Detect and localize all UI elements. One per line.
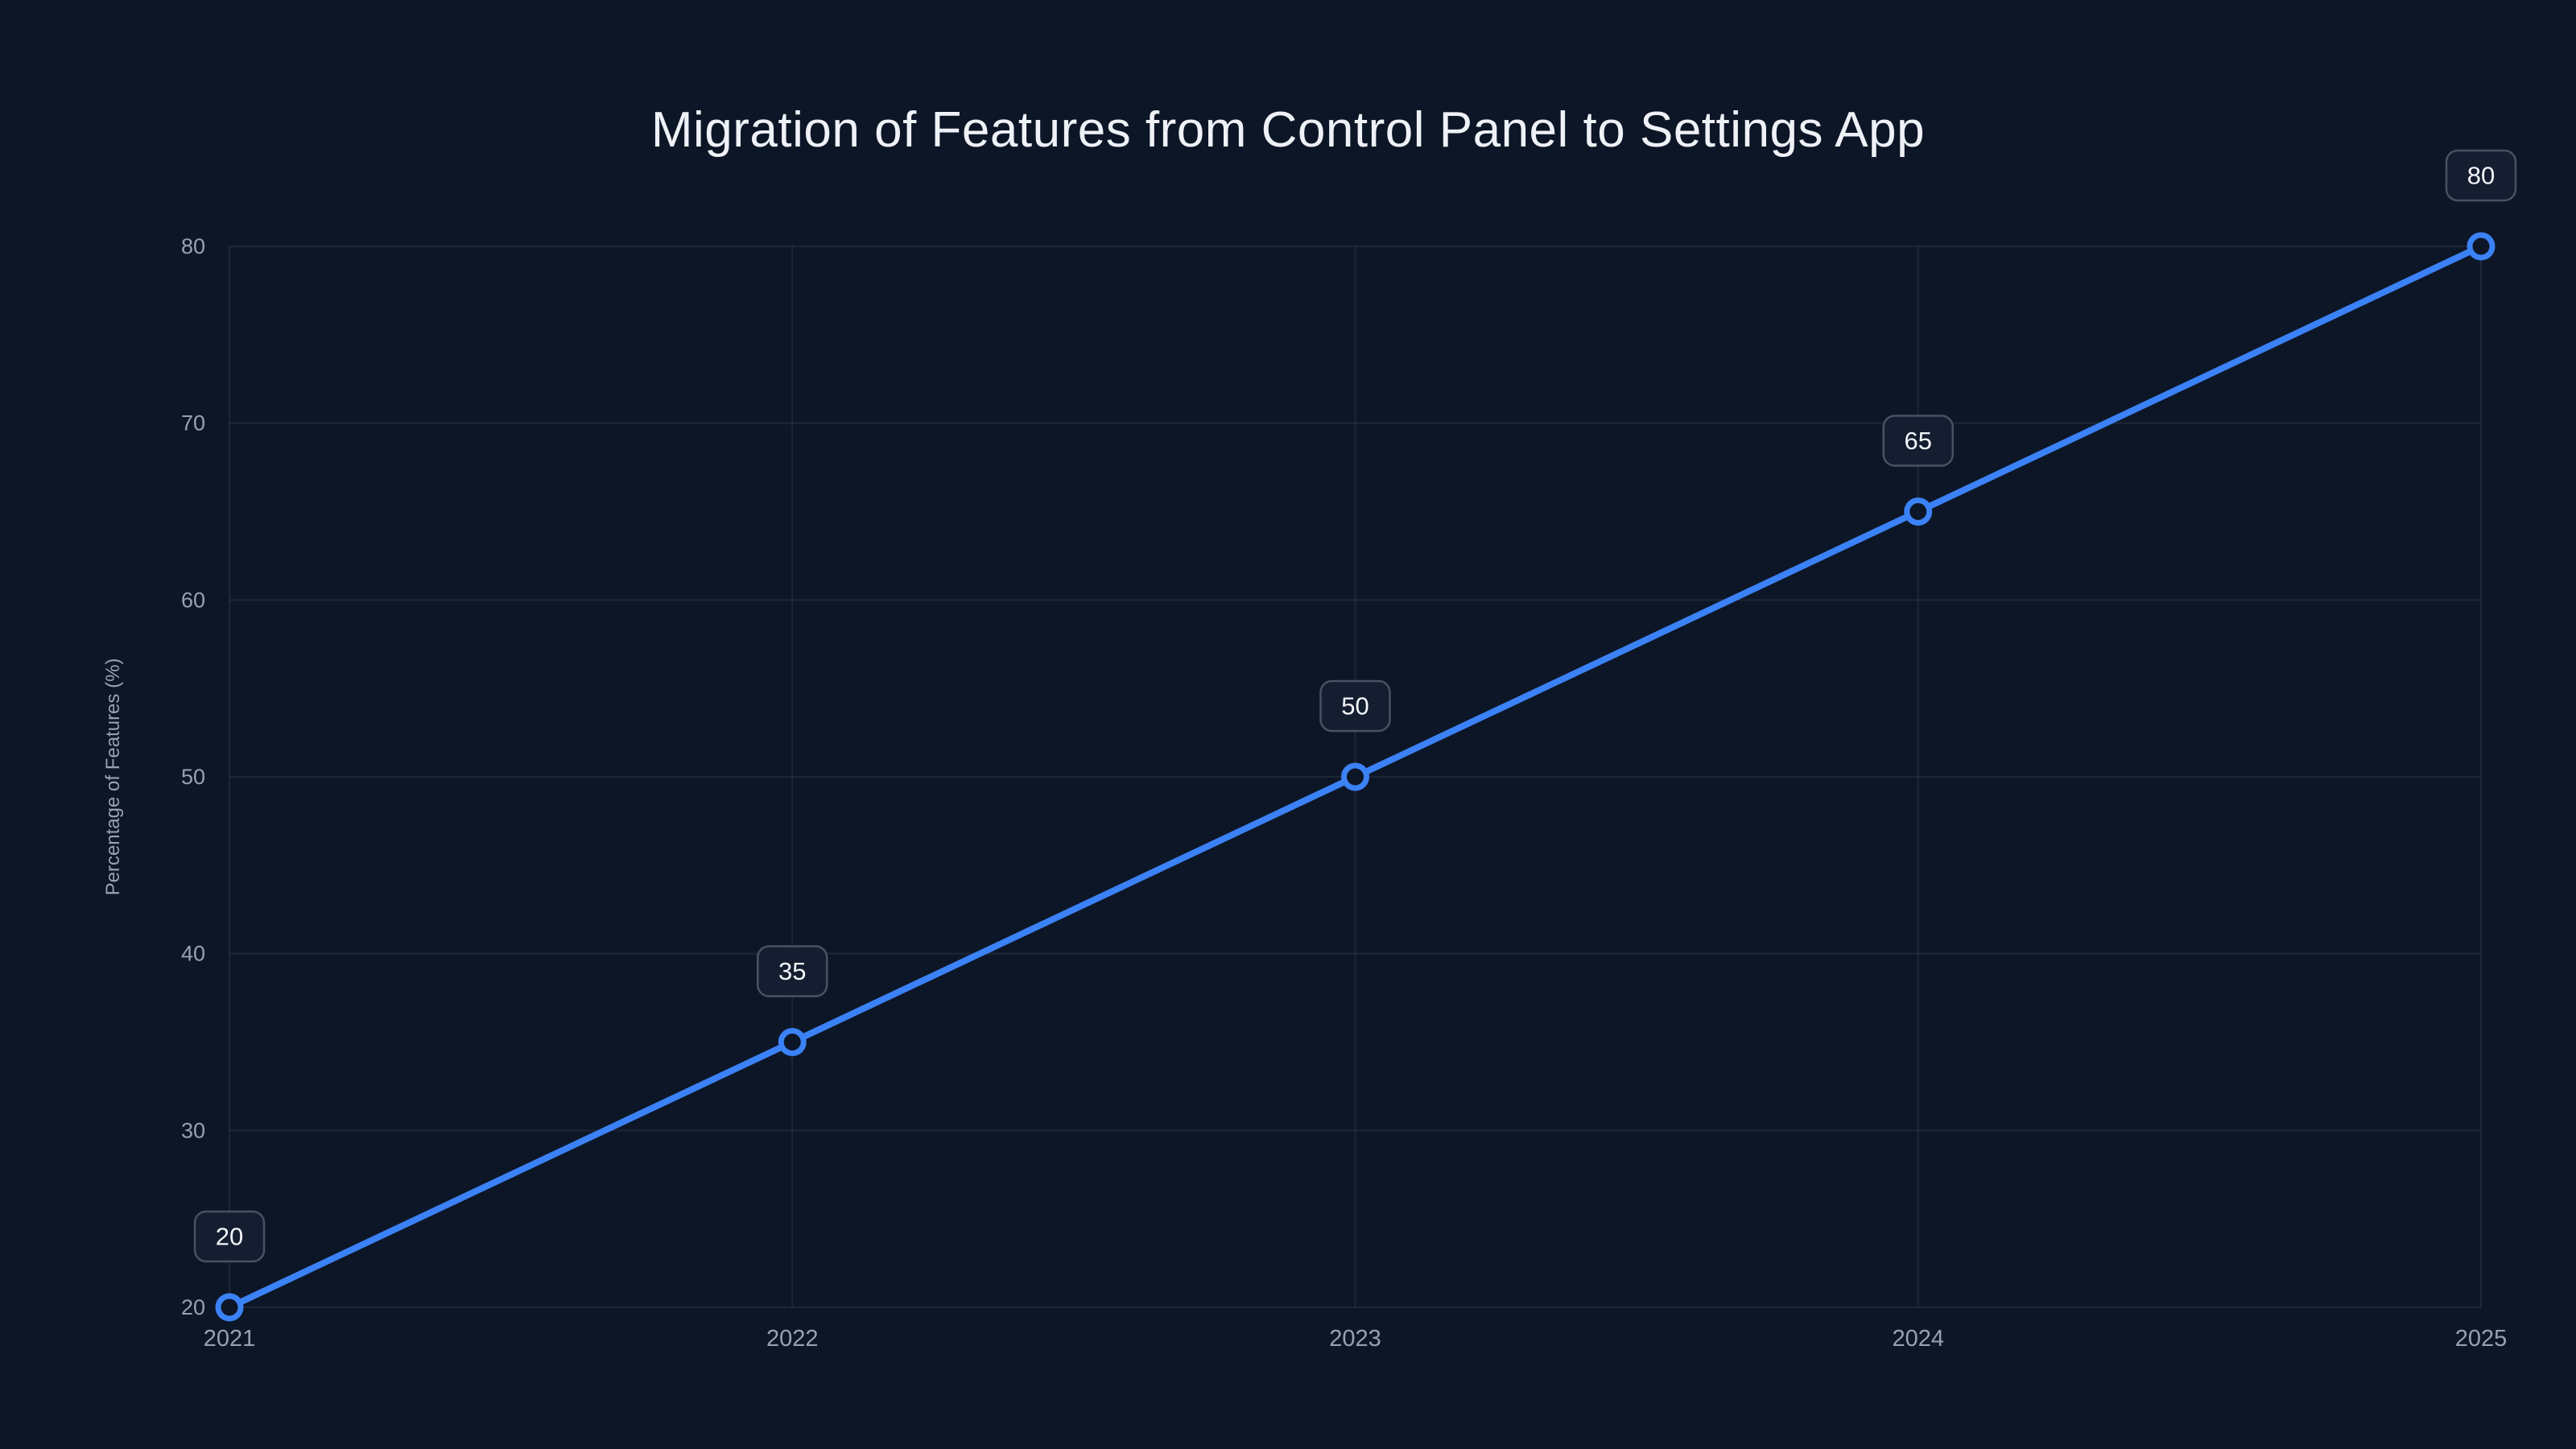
y-tick-label: 80 bbox=[181, 234, 205, 258]
data-point bbox=[1904, 497, 1933, 526]
data-label-badge bbox=[1882, 415, 1954, 467]
data-label-text: 80 bbox=[2467, 162, 2495, 190]
data-point bbox=[215, 1293, 244, 1322]
data-label-text: 35 bbox=[778, 957, 806, 985]
data-label-text: 65 bbox=[1905, 427, 1932, 455]
data-label-text: 50 bbox=[1341, 692, 1368, 720]
data-point bbox=[1341, 762, 1369, 791]
y-tick-label: 40 bbox=[181, 942, 205, 966]
data-label-badge bbox=[757, 945, 828, 997]
x-tick-label: 2023 bbox=[1329, 1326, 1381, 1352]
data-label-text: 20 bbox=[216, 1223, 243, 1251]
chart-title: Migration of Features from Control Panel… bbox=[650, 102, 1926, 158]
data-point bbox=[778, 1028, 807, 1056]
data-label-badge bbox=[2445, 149, 2517, 202]
x-tick-label: 2024 bbox=[1892, 1326, 1944, 1352]
y-tick-label: 50 bbox=[181, 765, 205, 789]
x-tick-label: 2025 bbox=[2455, 1326, 2508, 1352]
data-label-badge bbox=[1319, 679, 1391, 733]
x-tick-label: 2021 bbox=[204, 1326, 256, 1352]
data-point bbox=[2467, 232, 2496, 261]
y-tick-label: 30 bbox=[181, 1118, 205, 1142]
x-tick-label: 2022 bbox=[766, 1326, 819, 1352]
y-tick-label: 60 bbox=[181, 588, 205, 612]
data-label-badge bbox=[193, 1210, 266, 1263]
y-axis-title: Percentage of Features (%) bbox=[102, 658, 124, 896]
y-tick-label: 20 bbox=[181, 1295, 205, 1319]
y-tick-label: 70 bbox=[181, 411, 205, 436]
